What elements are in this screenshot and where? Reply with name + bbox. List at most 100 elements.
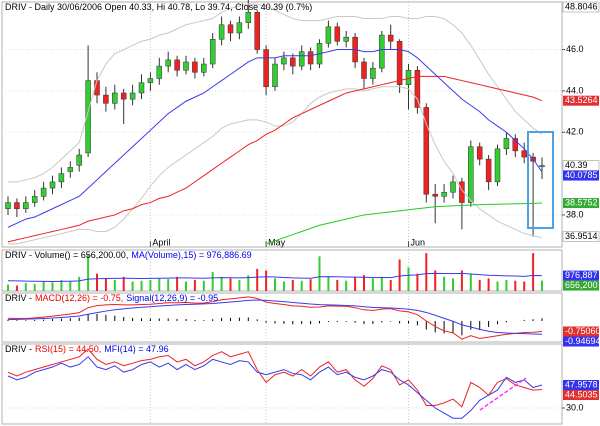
- candle-body: [423, 107, 430, 195]
- indicator-line: [7, 272, 543, 283]
- indicator-line: [7, 49, 543, 228]
- value-tag-box: [563, 170, 599, 181]
- candle-body: [476, 146, 483, 160]
- panel-title-part: DRIV - Daily 30/06/2006 Open 40.33, Hi 4…: [5, 2, 312, 12]
- panel-title: DRIV - Daily 30/06/2006 Open 40.33, Hi 4…: [5, 2, 312, 12]
- candle-body: [521, 150, 527, 158]
- volume-bar: [523, 281, 526, 291]
- volume-bar: [318, 256, 321, 291]
- volume-bar: [327, 276, 330, 291]
- value-tag-box: [563, 380, 599, 391]
- value-tag: 976,887: [565, 270, 598, 280]
- panel-frame: [1, 343, 563, 425]
- x-tick-label: Jun: [411, 237, 426, 247]
- x-tick-label: May: [268, 237, 286, 247]
- volume-bar: [371, 278, 374, 291]
- volume-bar: [78, 276, 81, 291]
- candle-body: [201, 63, 207, 73]
- candle-body: [370, 67, 376, 79]
- value-tag-box: [563, 198, 599, 209]
- volume-bar: [158, 278, 161, 291]
- value-tag-box: [563, 326, 599, 337]
- volume-bar: [354, 276, 357, 291]
- volume-bar: [300, 280, 303, 291]
- panel-title: DRIV - RSI(15) = 44.50, MFI(14) = 47.96: [5, 344, 169, 354]
- indicator-line: [8, 86, 543, 245]
- volume-bar: [425, 253, 428, 291]
- candle-body: [49, 181, 56, 189]
- volume-bar: [202, 280, 205, 291]
- candle-body: [263, 49, 269, 88]
- volume-bar: [452, 278, 454, 291]
- value-tag-box: [563, 390, 599, 401]
- value-tag: -0.946944: [565, 336, 600, 346]
- panel-frame: [1, 249, 563, 292]
- candle-body: [254, 12, 260, 50]
- panel-title-part: Signal(12,26,9) = -0.95: [126, 293, 218, 303]
- value-tag-box: [562, 231, 600, 242]
- candle-body: [396, 41, 403, 85]
- volume-bar: [514, 280, 517, 291]
- volume-bar: [407, 267, 410, 291]
- value-tag: 38.5752: [565, 197, 598, 207]
- candle-body: [40, 187, 47, 197]
- indicator-line: [7, 356, 543, 419]
- volume-bar: [7, 284, 9, 291]
- panel-title-part: DRIV - Volume() = 656,200.00,: [5, 250, 128, 260]
- value-tag: 40.0785: [565, 170, 598, 180]
- volume-bar: [176, 276, 179, 291]
- candle-body: [209, 38, 216, 65]
- volume-bar: [434, 270, 437, 291]
- volume-bar: [140, 280, 143, 291]
- volume-bar: [131, 281, 134, 291]
- candle-body: [85, 80, 91, 154]
- indicator-line: [265, 202, 543, 245]
- indicator-line: [7, 75, 543, 243]
- volume-bar: [469, 273, 472, 291]
- volume-bar: [380, 276, 383, 291]
- value-tag: 43.5264: [565, 95, 598, 105]
- candle-body: [334, 26, 341, 42]
- candle-body: [129, 92, 136, 100]
- panel-title-part: MA(Volume),15) = 976,886.69: [131, 250, 251, 260]
- candle-body: [405, 69, 412, 85]
- candle-body: [14, 202, 20, 210]
- volume-bar: [193, 279, 196, 291]
- candle-body: [281, 57, 287, 65]
- candle-body: [120, 92, 127, 100]
- y-tick-label: 44.0: [566, 85, 584, 95]
- volume-bar: [122, 276, 125, 291]
- volume-bar: [389, 279, 392, 291]
- volume-bar: [496, 281, 499, 291]
- volume-bar: [42, 281, 45, 291]
- candle-body: [138, 82, 145, 94]
- highlight-box: [527, 131, 554, 229]
- candle-body: [58, 173, 65, 183]
- value-tag-box: [563, 336, 599, 347]
- candle-body: [450, 181, 456, 193]
- volume-bar: [443, 276, 446, 291]
- value-tag-box: [563, 270, 599, 281]
- candle-body: [503, 138, 510, 150]
- candle-body: [67, 167, 74, 172]
- panel-title-part: DRIV -: [5, 293, 32, 303]
- value-tag: 656,200: [565, 280, 598, 290]
- volume-bar: [113, 279, 116, 291]
- candle-body: [183, 61, 189, 71]
- value-tag: 40.39: [565, 160, 588, 170]
- volume-bar: [15, 285, 18, 291]
- candle-body: [432, 194, 438, 197]
- candle-body: [236, 22, 243, 34]
- volume-bar: [167, 279, 170, 291]
- indicator-line: [7, 296, 543, 340]
- candle-body: [174, 59, 180, 71]
- volume-bar: [24, 283, 27, 291]
- value-tag-box: [563, 280, 599, 291]
- candle-body: [245, 12, 252, 23]
- candle-body: [539, 165, 545, 168]
- candle-body: [156, 65, 163, 79]
- y-tick-label: 30.0: [566, 402, 584, 412]
- volume-bar: [398, 259, 401, 291]
